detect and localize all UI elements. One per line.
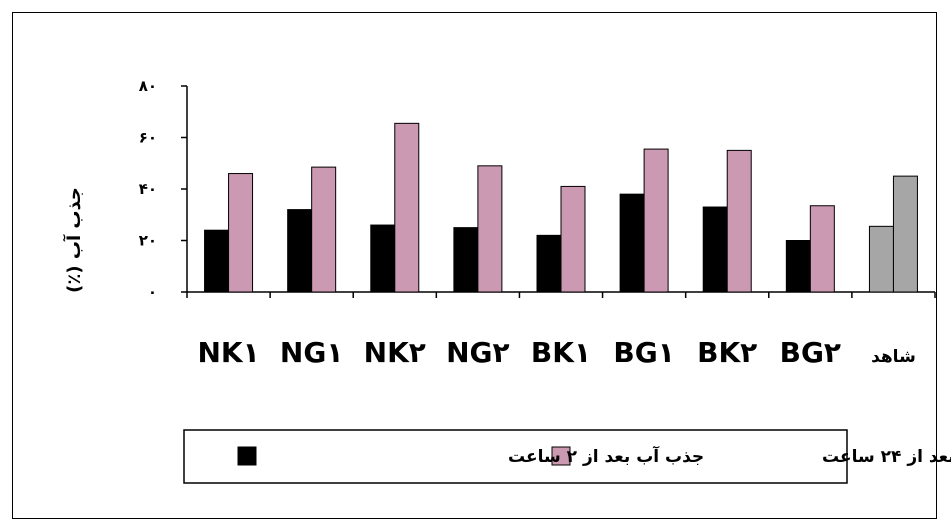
category-label: NK۲ (364, 336, 426, 369)
bar-2h (702, 206, 728, 293)
y-tick-label: ۸۰ (139, 77, 157, 95)
y-axis-label: جذب آب (٪) (62, 187, 85, 293)
bar-2h (453, 227, 479, 293)
bar-24h (311, 166, 337, 293)
legend-swatch-2h (237, 446, 257, 466)
bar-24h (394, 122, 420, 293)
labels: ۰ ۲۰ ۴۰ ۶۰ ۸۰ NK۱ NG۱ NK۲ NG۲ BK۱ BG۱ BK۲ BG۲ شاهد (139, 77, 916, 369)
y-tick-label: ۲۰ (139, 232, 157, 250)
category-label: NG۱ (280, 336, 344, 369)
legend-label-24h: جذب آب بعد از ۲۴ ساعت (822, 445, 951, 467)
legend-box (183, 429, 848, 484)
category-label: BK۱ (531, 336, 591, 369)
y-tick-label: ۴۰ (139, 180, 157, 198)
bar-24h (809, 205, 835, 293)
legend-label-2h: جذب آب بعد از ۲ ساعت (508, 445, 704, 467)
bar-2h (370, 224, 396, 293)
y-tick-label: ۰ (148, 283, 157, 301)
bars (204, 122, 918, 293)
bar-24h (560, 185, 586, 293)
bar-24h (892, 175, 918, 293)
category-label: شاهد (871, 347, 916, 367)
bar-24h (643, 148, 669, 293)
legend: جذب آب بعد از ۲۴ ساعت جذب آب بعد از ۲ سا… (183, 429, 951, 484)
category-label: BG۲ (780, 336, 841, 369)
y-tick-label: ۶۰ (139, 129, 157, 147)
bar-2h (536, 234, 562, 293)
bar-2h (204, 229, 230, 293)
bar-24h (228, 173, 254, 293)
bar-2h (287, 209, 313, 293)
category-label: BK۲ (697, 336, 757, 369)
legend-swatch-24h (551, 446, 571, 466)
category-label: NG۲ (446, 336, 510, 369)
category-label: BG۱ (613, 336, 674, 369)
bar-24h (726, 149, 752, 293)
category-label: NK۱ (197, 336, 259, 369)
bar-2h (868, 225, 894, 293)
bar-2h (785, 240, 811, 293)
bar-24h (477, 165, 503, 293)
bar-2h (619, 193, 645, 293)
chart-frame (12, 12, 937, 519)
